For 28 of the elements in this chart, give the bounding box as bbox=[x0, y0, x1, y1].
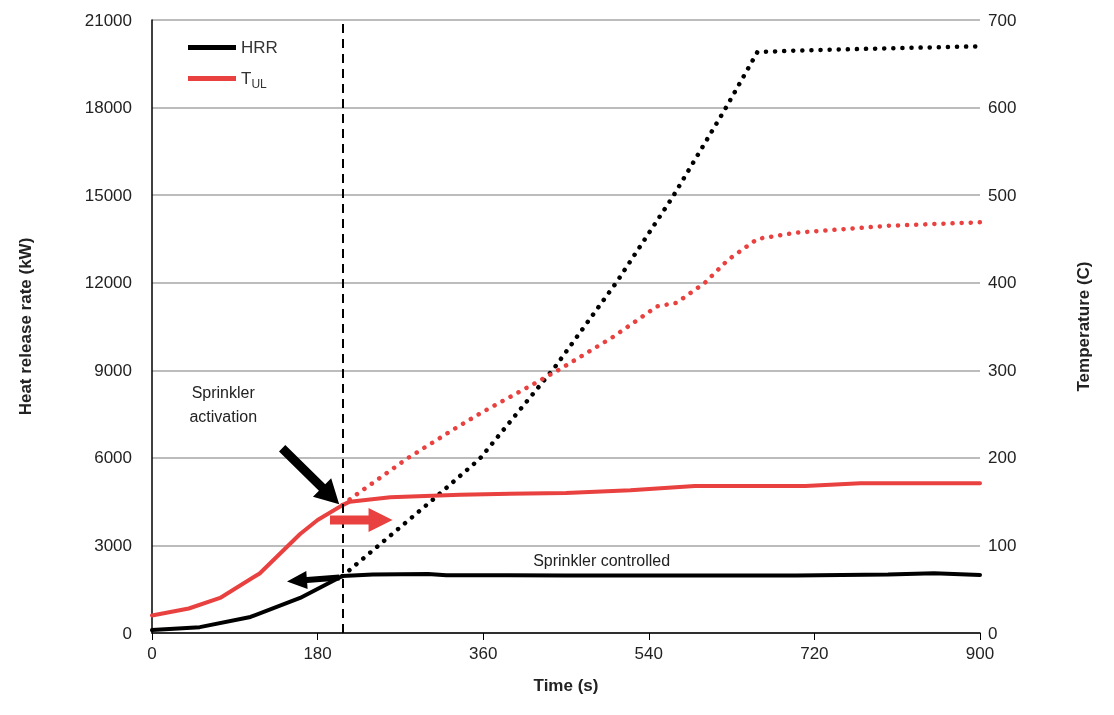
y2-tick-label: 100 bbox=[988, 535, 1017, 555]
y-tick-label: 0 bbox=[122, 623, 132, 643]
y-axis-title: Heat release rate (kW) bbox=[16, 237, 35, 416]
y2-tick-label: 500 bbox=[988, 185, 1017, 205]
y2-axis-title: Temperature (C) bbox=[1074, 261, 1093, 392]
y2-tick-label: 700 bbox=[988, 10, 1017, 30]
y-tick-label: 18000 bbox=[84, 98, 132, 118]
y-tick-label: 21000 bbox=[84, 10, 132, 30]
y-tick-label: 3000 bbox=[94, 535, 132, 555]
x-tick-label: 0 bbox=[147, 644, 157, 663]
y-tick-label: 6000 bbox=[94, 448, 132, 468]
x-tick-label: 900 bbox=[965, 644, 995, 663]
annotation: Sprinkler controlled bbox=[532, 550, 672, 571]
y2-tick-label: 200 bbox=[988, 448, 1017, 468]
x-tick-label: 180 bbox=[303, 644, 332, 663]
y-tick-label: 9000 bbox=[94, 360, 132, 380]
annotation: Sprinkler activation bbox=[188, 382, 259, 427]
y2-tick-label: 600 bbox=[988, 98, 1017, 118]
x-tick-label: 360 bbox=[469, 644, 498, 663]
legend-label: HRR bbox=[241, 38, 278, 57]
y-tick-label: 15000 bbox=[84, 185, 132, 205]
x-tick-label: 720 bbox=[800, 644, 829, 663]
x-tick-label: 540 bbox=[634, 644, 663, 663]
y-tick-label: 12000 bbox=[84, 273, 132, 293]
y2-tick-label: 0 bbox=[988, 623, 998, 643]
x-axis-title: Time (s) bbox=[533, 676, 599, 695]
y2-tick-label: 400 bbox=[988, 273, 1017, 293]
y2-tick-label: 300 bbox=[988, 360, 1017, 380]
